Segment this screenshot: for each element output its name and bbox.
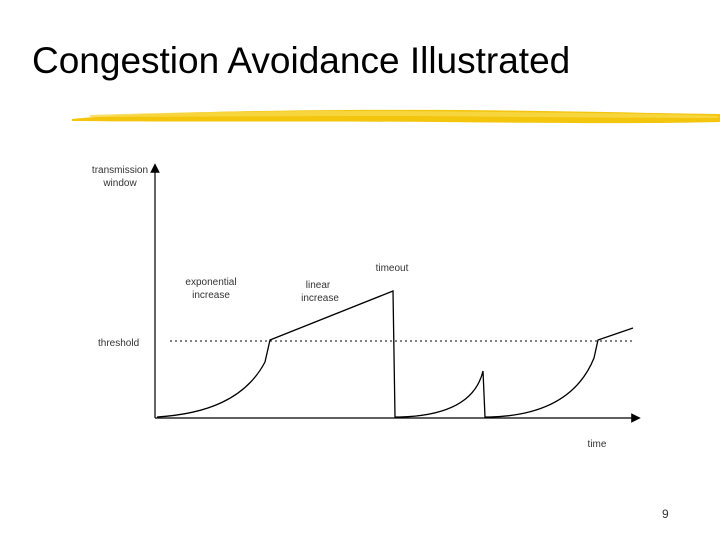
exponential-label-line1: exponential xyxy=(185,277,236,288)
y-axis-label-line1: transmission xyxy=(92,165,148,176)
y-axis-label-line2: window xyxy=(102,178,137,189)
title-underline-brush-highlight xyxy=(90,111,718,118)
exponential-label-line2: increase xyxy=(192,290,230,301)
window-curve xyxy=(156,290,634,418)
page-number: 9 xyxy=(662,507,669,521)
linear-label-line1: linear xyxy=(306,280,331,291)
linear-label-line2: increase xyxy=(301,293,339,304)
slide-title: Congestion Avoidance Illustrated xyxy=(32,40,571,81)
timeout-label: timeout xyxy=(376,263,409,274)
title-underline xyxy=(72,109,720,124)
threshold-label: threshold xyxy=(98,338,139,349)
x-axis-label: time xyxy=(588,439,607,450)
